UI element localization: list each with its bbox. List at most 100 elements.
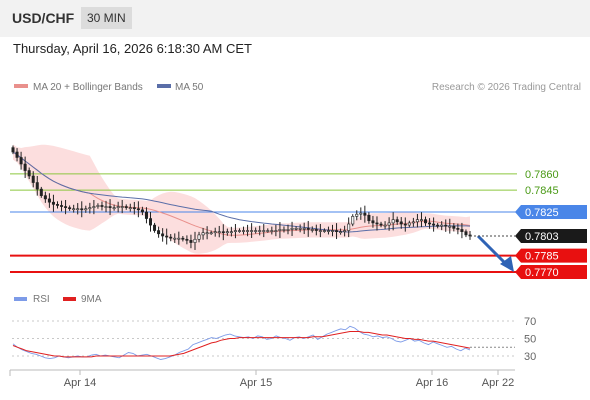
candle-body [436,224,440,227]
candle-body [290,228,294,230]
candle-body [197,234,201,240]
level-label-0.7825: 0.7825 [525,207,559,219]
candle-body [322,230,326,232]
candle-body [237,230,241,232]
candle-body [11,147,15,153]
candle-body [318,230,322,232]
candle-body [229,231,233,233]
candle-body [209,232,213,235]
candle-body [440,224,444,227]
candle-body [391,219,395,224]
candle-body [399,221,403,225]
candle-body [23,163,27,171]
candle-body [128,207,132,209]
candle-body [367,214,371,222]
candle-body [306,228,310,230]
forecast-arrow-head [500,256,514,272]
rsi-tick-50: 50 [524,334,536,346]
level-tag-0.7785 [515,248,587,263]
forecast-arrow [476,234,514,272]
candle-body [72,208,76,211]
candle-body [169,236,173,239]
rsi-legend-label: RSI [33,294,50,305]
candle-body [282,229,286,231]
candle-body [258,230,262,232]
rsi-ma-legend-label: 9MA [81,294,102,305]
candle-body [92,206,96,208]
candle-body [359,212,363,215]
rsi-tick-70: 70 [524,316,536,328]
time-axis-label: Apr 22 [482,377,514,389]
candle-body [310,229,314,231]
candle-body [424,219,428,224]
current-price-label: 0.7803 [525,231,559,243]
level-label-0.7845: 0.7845 [525,185,559,197]
candle-body [335,230,339,232]
candle-body [266,230,270,232]
candle-body [157,230,161,235]
candle-body [351,216,355,225]
candle-body [444,224,448,227]
rsi-ma-legend-swatch [63,297,76,301]
timeframe-button[interactable]: 30 MIN [81,7,132,29]
candle-body [428,222,432,225]
candle-body [60,205,64,207]
candle-body [68,207,72,210]
candle-body [221,231,225,234]
level-tag-0.7770 [515,265,587,279]
rsi-ma-line [12,331,471,358]
candle-body [419,219,423,221]
candle-body [173,237,177,240]
candle-body [27,170,31,177]
candle-body [19,157,23,165]
candle-body [161,233,165,237]
level-label-0.7785: 0.7785 [525,251,559,263]
candle-body [403,223,407,226]
candle-body [104,206,108,208]
bollinger-bands [13,144,470,254]
time-axis: Apr 14 Apr 15 Apr 16 Apr 22 [9,369,515,389]
candle-body [39,188,43,196]
time-axis-label: Apr 16 [416,377,448,389]
credit-label: Research © 2026 Trading Central [432,82,581,93]
candle-body [108,206,112,208]
candle-body [31,175,35,183]
candle-body [254,230,258,232]
bollinger-band-fill [13,144,470,254]
price-tags: 0.7860 0.7845 0.7825 0.7785 0.7770 0.7803 [470,169,587,279]
time-axis-label: Apr 15 [240,377,272,389]
candle-body [88,207,92,210]
forecast-arrow-shaft [476,234,510,268]
candle-body [415,219,419,223]
rsi-tick-30: 30 [524,351,536,363]
candle-body [185,238,189,241]
candle-body [274,230,278,232]
candle-body [35,182,39,190]
ma20-legend-label: MA 20 + Bollinger Bands [33,82,143,93]
candle-body [270,230,274,232]
ma50-legend-label: MA 50 [175,82,204,93]
candle-body [355,213,359,217]
candle-body [140,209,144,213]
candle-body [262,230,266,232]
level-label-0.7860: 0.7860 [525,169,559,181]
candle-body [136,208,140,211]
candle-body [411,221,415,224]
candle-body [84,208,88,211]
candle-body [363,212,367,216]
candle-body [326,230,330,232]
symbol-label: USD/CHF [12,10,75,26]
header-bar: USD/CHF 30 MIN [0,0,590,37]
candle-body [64,206,68,208]
candle-body [189,240,193,243]
candle-body [448,225,452,228]
candle-body [379,223,383,226]
candle-body [452,225,456,229]
level-label-0.7770: 0.7770 [525,267,559,279]
level-tag-0.7825 [515,205,587,219]
time-axis-label: Apr 14 [64,377,96,389]
candle-body [177,237,181,240]
candle-body [371,220,375,224]
candle-body [165,235,169,238]
level-lines [10,173,517,273]
